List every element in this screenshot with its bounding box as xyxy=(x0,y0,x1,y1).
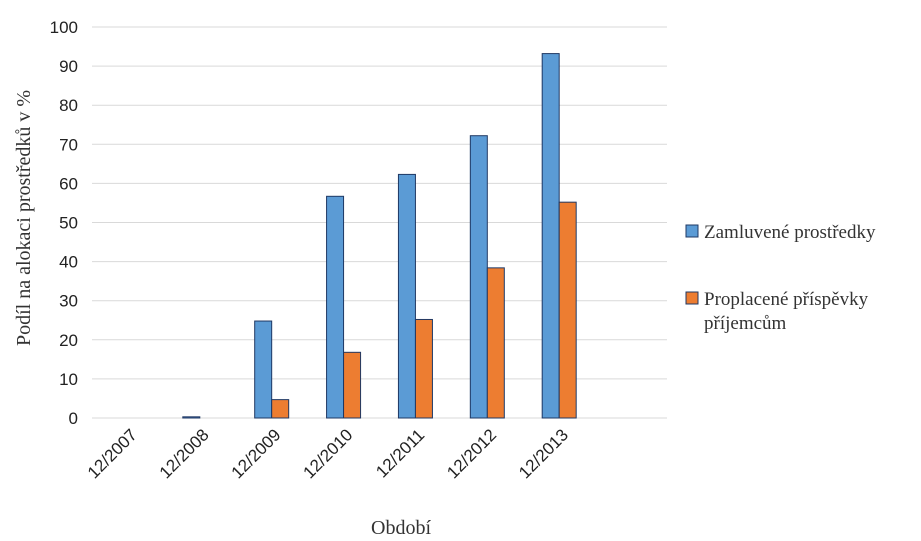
bar-zamluvene xyxy=(541,53,560,419)
y-tick-labels: 0 10 20 30 40 50 60 70 80 90 100 xyxy=(50,18,78,428)
bar-proplacene xyxy=(486,267,505,419)
bar-zamluvene xyxy=(397,173,416,419)
x-tick-labels: 12/2007 12/2008 12/2009 12/2010 12/2011 12/20… xyxy=(84,425,572,482)
x-tick-label: 12/2009 xyxy=(228,425,285,482)
x-tick-label: 12/2013 xyxy=(515,425,572,482)
x-tick-label: 12/2011 xyxy=(372,425,428,481)
x-axis-title: Období xyxy=(371,517,431,539)
bar-proplacene xyxy=(558,201,577,419)
gridlines xyxy=(92,26,667,419)
bar-proplacene xyxy=(271,399,290,419)
bar-proplacene xyxy=(414,318,433,419)
legend: Zamluvené prostředky Proplacené příspěvk… xyxy=(685,222,876,334)
bars xyxy=(182,53,577,419)
y-tick-label: 20 xyxy=(59,331,78,350)
legend-swatch-zamluvene xyxy=(685,224,699,238)
y-axis-title: Podíl na alokaci prostředků v % xyxy=(13,90,35,346)
y-tick-label: 80 xyxy=(59,96,78,115)
x-tick-label: 12/2012 xyxy=(443,425,500,482)
y-tick-label: 0 xyxy=(69,409,78,428)
bar-zamluvene xyxy=(254,320,273,419)
y-tick-label: 40 xyxy=(59,253,78,272)
y-tick-label: 30 xyxy=(59,292,78,311)
y-tick-label: 10 xyxy=(59,370,78,389)
legend-swatch-proplacene xyxy=(685,291,699,305)
x-tick-label: 12/2007 xyxy=(84,425,141,482)
y-tick-label: 60 xyxy=(59,174,78,193)
y-tick-label: 90 xyxy=(59,57,78,76)
bar-zamluvene xyxy=(469,135,488,419)
legend-label-proplacene: Proplacené příspěvky příjemcům xyxy=(704,289,869,334)
y-tick-label: 50 xyxy=(59,214,78,233)
bar-proplacene xyxy=(343,351,362,419)
x-tick-label: 12/2008 xyxy=(156,425,213,482)
legend-label-zamluvene: Zamluvené prostředky xyxy=(704,222,876,243)
y-tick-label: 70 xyxy=(59,135,78,154)
x-tick-label: 12/2010 xyxy=(300,425,357,482)
y-tick-label: 100 xyxy=(50,18,78,37)
bar-zamluvene xyxy=(182,416,201,419)
bar-zamluvene xyxy=(326,195,345,419)
